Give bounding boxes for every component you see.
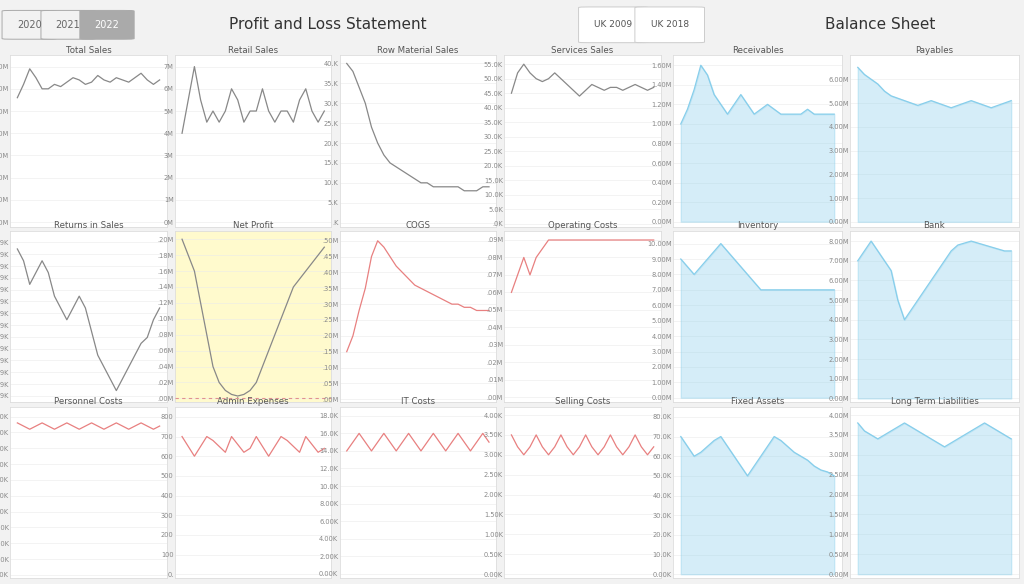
Title: Personnel Costs: Personnel Costs (54, 397, 123, 406)
Title: Fixed Assets: Fixed Assets (731, 397, 784, 406)
Title: Row Material Sales: Row Material Sales (377, 46, 459, 55)
Title: Operating Costs: Operating Costs (548, 221, 617, 231)
Title: Total Sales: Total Sales (66, 46, 112, 55)
Title: Services Sales: Services Sales (552, 46, 613, 55)
Text: 2022: 2022 (94, 20, 120, 30)
Text: Balance Sheet: Balance Sheet (825, 18, 936, 32)
Title: Net Profit: Net Profit (233, 221, 273, 231)
Title: Returns in Sales: Returns in Sales (53, 221, 123, 231)
Title: IT Costs: IT Costs (400, 397, 435, 406)
Title: COGS: COGS (406, 221, 430, 231)
Text: 2020: 2020 (16, 20, 42, 30)
Title: Selling Costs: Selling Costs (555, 397, 610, 406)
Text: UK 2018: UK 2018 (650, 20, 689, 29)
Title: Payables: Payables (915, 46, 953, 55)
FancyBboxPatch shape (80, 11, 134, 39)
Text: 2021: 2021 (55, 20, 81, 30)
Title: Receivables: Receivables (732, 46, 783, 55)
Text: UK 2009: UK 2009 (594, 20, 633, 29)
FancyBboxPatch shape (2, 11, 56, 39)
Title: Admin Expenses: Admin Expenses (217, 397, 289, 406)
FancyBboxPatch shape (635, 7, 705, 43)
Title: Retail Sales: Retail Sales (228, 46, 279, 55)
Title: Bank: Bank (924, 221, 945, 231)
FancyBboxPatch shape (41, 11, 95, 39)
Title: Long Term Liabilities: Long Term Liabilities (891, 397, 978, 406)
FancyBboxPatch shape (579, 7, 648, 43)
Text: Profit and Loss Statement: Profit and Loss Statement (229, 18, 426, 32)
Title: Inventory: Inventory (737, 221, 778, 231)
